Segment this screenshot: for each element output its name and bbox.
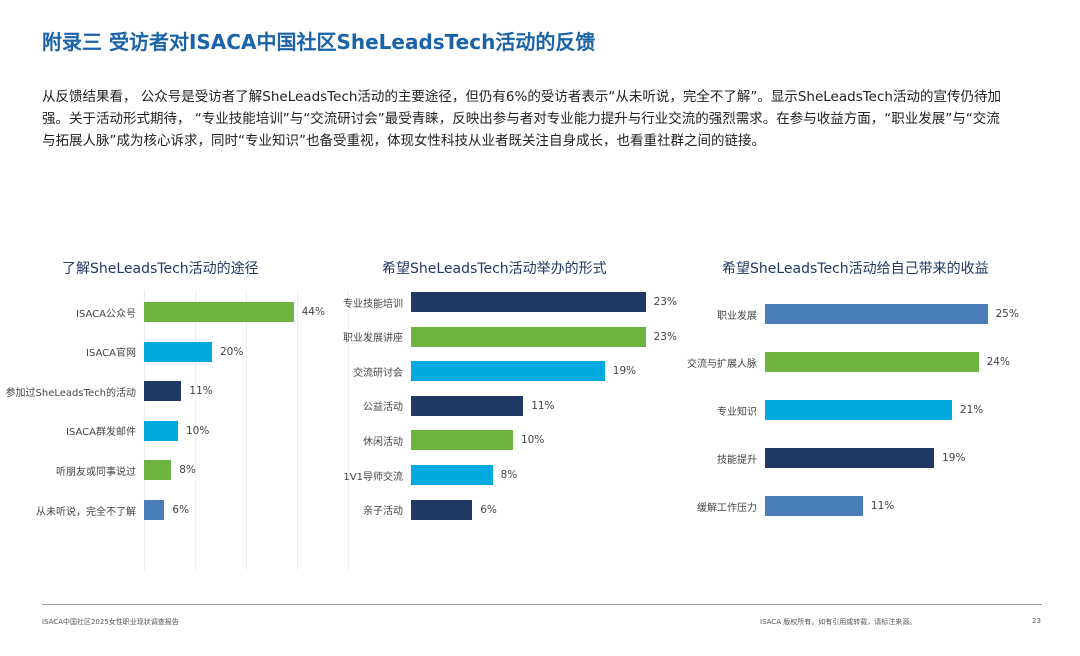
bar-row: 缓解工作压力 11% bbox=[697, 496, 895, 516]
bar-row: 亲子活动 6% bbox=[363, 499, 497, 520]
category-label: 听朋友或同事说过 bbox=[56, 466, 136, 478]
value-label: 19% bbox=[612, 365, 637, 378]
gridline bbox=[246, 290, 247, 570]
category-label: 交流研讨会 bbox=[353, 367, 403, 379]
category-label: 从未听说，完全不了解 bbox=[36, 506, 136, 518]
bar-row: ISACA公众号 44% bbox=[76, 302, 325, 322]
bar bbox=[765, 352, 979, 372]
bar-row: 从未听说，完全不了解 6% bbox=[36, 500, 190, 520]
chart-title: 希望SheLeadsTech活动给自己带来的收益 bbox=[722, 261, 989, 277]
value-label: 10% bbox=[521, 434, 545, 447]
page-title: 附录三 受访者对ISACA中国社区SheLeadsTech活动的反馈 bbox=[42, 30, 596, 54]
bar bbox=[765, 304, 988, 324]
bar-row: 专业技能培训 23% bbox=[343, 292, 677, 312]
category-label: 专业技能培训 bbox=[343, 298, 403, 310]
value-label: 10% bbox=[186, 424, 210, 437]
bar bbox=[411, 326, 646, 347]
bar-row: 休闲活动 10% bbox=[363, 430, 545, 451]
bar bbox=[411, 395, 524, 416]
value-label: 11% bbox=[531, 399, 555, 412]
bar-row: 1V1导师交流 8% bbox=[343, 465, 518, 485]
bar-row: 参加过SheLeadsTech的活动 11% bbox=[6, 381, 213, 402]
value-label: 23% bbox=[653, 330, 677, 343]
bar-row: 专业知识 21% bbox=[717, 400, 984, 420]
footer-left: ISACA中国社区2025女性职业现状调查报告 bbox=[42, 618, 179, 626]
category-label: 职业发展 bbox=[717, 310, 757, 322]
bar-row: 职业发展讲座 23% bbox=[343, 326, 677, 347]
value-label: 6% bbox=[480, 503, 497, 516]
value-label: 25% bbox=[995, 308, 1019, 320]
chart-title: 希望SheLeadsTech活动举办的形式 bbox=[382, 261, 607, 277]
bar bbox=[411, 499, 473, 520]
category-label: 公益活动 bbox=[363, 402, 403, 414]
bar-row: 公益活动 11% bbox=[363, 395, 555, 416]
bar-row: 交流研讨会 19% bbox=[353, 361, 637, 382]
value-label: 23% bbox=[653, 296, 677, 308]
intro-paragraph: 从反馈结果看， 公众号是受访者了解SheLeadsTech活动的主要途径，但仍有… bbox=[42, 89, 1001, 149]
value-label: 11% bbox=[189, 385, 213, 398]
bar bbox=[411, 430, 513, 451]
bar bbox=[144, 302, 294, 322]
bar bbox=[144, 500, 165, 520]
category-label: ISACA群发邮件 bbox=[66, 427, 136, 439]
bar bbox=[144, 460, 172, 481]
bar-row: 交流与扩展人脉 24% bbox=[687, 352, 1010, 372]
value-label: 19% bbox=[942, 452, 966, 464]
bar bbox=[411, 361, 605, 382]
category-label: ISACA官网 bbox=[86, 348, 136, 360]
value-label: 24% bbox=[986, 356, 1010, 368]
value-label: 8% bbox=[179, 464, 196, 477]
bar-row: 职业发展 25% bbox=[717, 304, 1019, 324]
bar bbox=[144, 420, 178, 441]
category-label: 1V1导师交流 bbox=[343, 471, 403, 483]
category-label: 职业发展讲座 bbox=[343, 333, 403, 345]
value-label: 20% bbox=[220, 345, 244, 358]
value-label: 6% bbox=[172, 504, 190, 516]
page-number: 23 bbox=[1032, 617, 1041, 625]
category-label: 缓解工作压力 bbox=[697, 502, 757, 514]
gridline bbox=[195, 290, 196, 570]
value-label: 8% bbox=[500, 469, 518, 481]
footer-divider bbox=[42, 604, 1042, 605]
bar-row: ISACA群发邮件 10% bbox=[66, 420, 210, 441]
category-label: 技能提升 bbox=[717, 454, 757, 466]
bar bbox=[411, 292, 646, 312]
category-label: ISACA公众号 bbox=[76, 308, 136, 320]
chart-title: 了解SheLeadsTech活动的途径 bbox=[62, 261, 259, 277]
value-label: 44% bbox=[301, 306, 325, 318]
category-label: 交流与扩展人脉 bbox=[687, 358, 757, 370]
category-label: 亲子活动 bbox=[363, 506, 403, 518]
gridline bbox=[297, 290, 298, 570]
footer-right: ISACA 版权所有，如有引用或转载，请标注来源。 bbox=[760, 618, 917, 626]
gridline bbox=[348, 290, 349, 570]
bar bbox=[144, 341, 212, 362]
bar bbox=[144, 381, 182, 402]
category-label: 休闲活动 bbox=[363, 436, 403, 448]
bar bbox=[765, 496, 863, 516]
category-label: 专业知识 bbox=[717, 406, 757, 418]
value-label: 21% bbox=[959, 404, 984, 416]
bar-row: ISACA官网 20% bbox=[86, 341, 244, 362]
value-label: 11% bbox=[870, 500, 895, 512]
bar bbox=[765, 400, 952, 420]
bar bbox=[765, 448, 935, 468]
bar-row: 技能提升 19% bbox=[717, 448, 966, 468]
bar-row: 听朋友或同事说过 8% bbox=[56, 460, 196, 481]
bar bbox=[411, 465, 493, 485]
category-label: 参加过SheLeadsTech的活动 bbox=[5, 387, 136, 399]
